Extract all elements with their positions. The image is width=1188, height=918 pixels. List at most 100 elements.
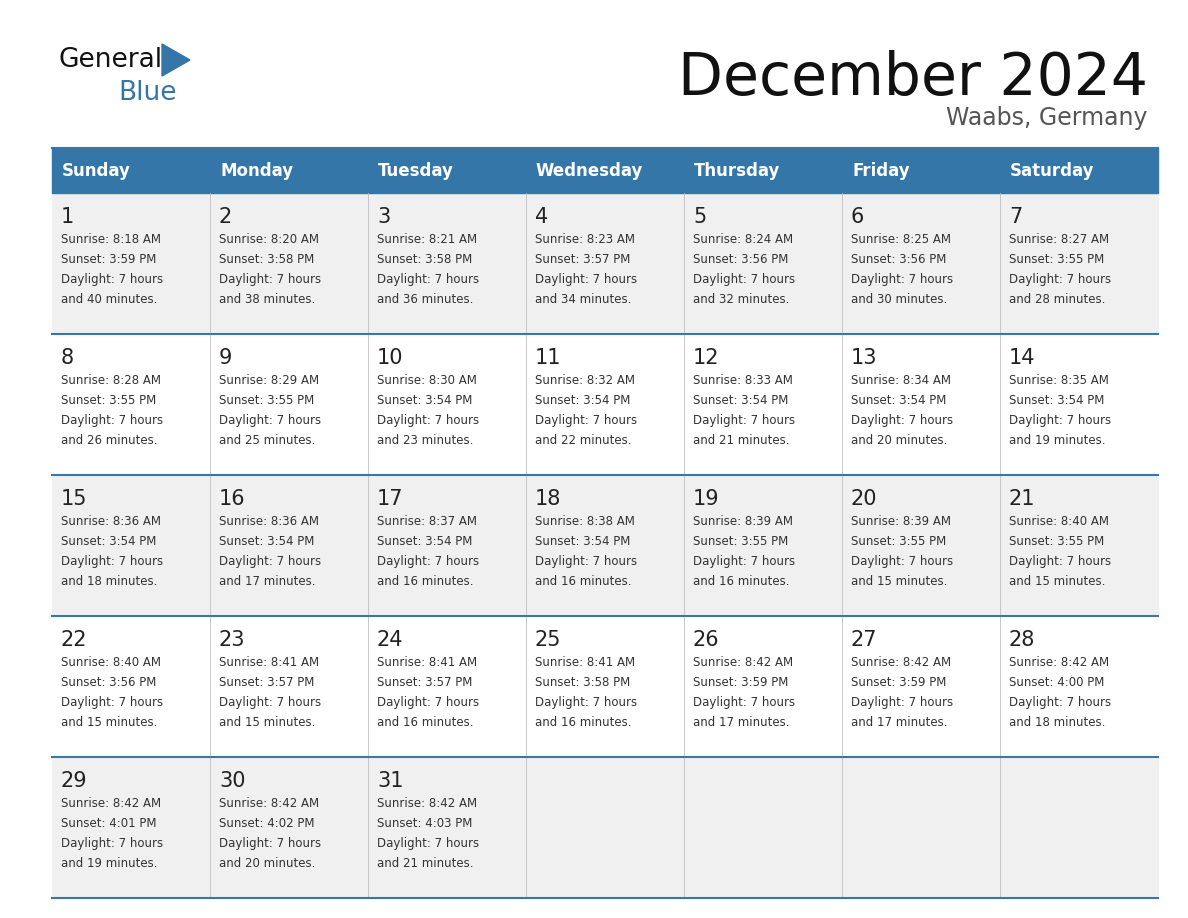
Text: Sunset: 4:01 PM: Sunset: 4:01 PM: [61, 817, 157, 830]
Text: Sunset: 3:55 PM: Sunset: 3:55 PM: [851, 535, 947, 548]
Text: Sunrise: 8:42 AM: Sunrise: 8:42 AM: [377, 797, 478, 810]
Text: Sunset: 3:56 PM: Sunset: 3:56 PM: [851, 253, 947, 266]
Text: Sunset: 3:54 PM: Sunset: 3:54 PM: [535, 535, 631, 548]
Text: Daylight: 7 hours: Daylight: 7 hours: [61, 273, 163, 286]
Text: Sunrise: 8:32 AM: Sunrise: 8:32 AM: [535, 374, 636, 387]
Text: Daylight: 7 hours: Daylight: 7 hours: [851, 414, 953, 427]
Text: Sunset: 3:54 PM: Sunset: 3:54 PM: [377, 394, 473, 407]
Text: 24: 24: [377, 630, 404, 650]
Text: 14: 14: [1009, 348, 1036, 368]
Text: Sunset: 4:00 PM: Sunset: 4:00 PM: [1009, 676, 1105, 689]
Text: Daylight: 7 hours: Daylight: 7 hours: [851, 555, 953, 568]
Text: and 18 minutes.: and 18 minutes.: [1009, 716, 1105, 729]
Text: Daylight: 7 hours: Daylight: 7 hours: [851, 696, 953, 709]
Bar: [52, 475, 1158, 616]
Text: Sunrise: 8:42 AM: Sunrise: 8:42 AM: [1009, 656, 1110, 669]
Text: Sunset: 3:55 PM: Sunset: 3:55 PM: [61, 394, 157, 407]
Text: Daylight: 7 hours: Daylight: 7 hours: [535, 555, 637, 568]
Text: 12: 12: [693, 348, 720, 368]
Text: and 40 minutes.: and 40 minutes.: [61, 293, 157, 306]
Text: 20: 20: [851, 489, 878, 509]
Text: 11: 11: [535, 348, 562, 368]
Text: and 19 minutes.: and 19 minutes.: [1009, 434, 1106, 447]
Text: Sunrise: 8:35 AM: Sunrise: 8:35 AM: [1009, 374, 1108, 387]
Bar: [52, 757, 1158, 898]
Text: Sunrise: 8:38 AM: Sunrise: 8:38 AM: [535, 515, 634, 528]
Text: Daylight: 7 hours: Daylight: 7 hours: [219, 837, 321, 850]
Text: Sunrise: 8:30 AM: Sunrise: 8:30 AM: [377, 374, 476, 387]
Text: Sunset: 3:54 PM: Sunset: 3:54 PM: [1009, 394, 1105, 407]
Text: Sunrise: 8:28 AM: Sunrise: 8:28 AM: [61, 374, 162, 387]
Text: Wednesday: Wednesday: [536, 162, 644, 180]
Text: Daylight: 7 hours: Daylight: 7 hours: [377, 837, 479, 850]
Text: Sunset: 4:02 PM: Sunset: 4:02 PM: [219, 817, 315, 830]
Text: and 17 minutes.: and 17 minutes.: [851, 716, 948, 729]
Text: Sunrise: 8:36 AM: Sunrise: 8:36 AM: [219, 515, 320, 528]
Text: and 32 minutes.: and 32 minutes.: [693, 293, 789, 306]
Text: General: General: [58, 47, 162, 73]
Text: 25: 25: [535, 630, 562, 650]
Text: Saturday: Saturday: [1010, 162, 1094, 180]
Bar: [52, 616, 1158, 757]
Text: 18: 18: [535, 489, 562, 509]
Text: Monday: Monday: [220, 162, 293, 180]
Text: Sunset: 3:56 PM: Sunset: 3:56 PM: [693, 253, 789, 266]
Text: Sunrise: 8:40 AM: Sunrise: 8:40 AM: [61, 656, 162, 669]
Text: Daylight: 7 hours: Daylight: 7 hours: [535, 273, 637, 286]
Text: Sunrise: 8:18 AM: Sunrise: 8:18 AM: [61, 233, 162, 246]
Text: Daylight: 7 hours: Daylight: 7 hours: [61, 555, 163, 568]
Text: and 30 minutes.: and 30 minutes.: [851, 293, 947, 306]
Text: Sunrise: 8:42 AM: Sunrise: 8:42 AM: [219, 797, 320, 810]
Text: 8: 8: [61, 348, 74, 368]
Text: 15: 15: [61, 489, 88, 509]
Text: Sunday: Sunday: [62, 162, 131, 180]
Text: Sunset: 3:55 PM: Sunset: 3:55 PM: [219, 394, 315, 407]
Text: and 17 minutes.: and 17 minutes.: [219, 575, 316, 588]
Text: Sunset: 3:55 PM: Sunset: 3:55 PM: [1009, 253, 1105, 266]
Text: Sunrise: 8:39 AM: Sunrise: 8:39 AM: [851, 515, 952, 528]
Text: Sunrise: 8:42 AM: Sunrise: 8:42 AM: [851, 656, 952, 669]
Text: Daylight: 7 hours: Daylight: 7 hours: [535, 696, 637, 709]
Text: Daylight: 7 hours: Daylight: 7 hours: [693, 696, 795, 709]
Text: 19: 19: [693, 489, 720, 509]
Text: Sunrise: 8:41 AM: Sunrise: 8:41 AM: [535, 656, 636, 669]
Text: and 16 minutes.: and 16 minutes.: [377, 575, 474, 588]
Text: Daylight: 7 hours: Daylight: 7 hours: [219, 414, 321, 427]
Bar: [52, 148, 1158, 193]
Text: 31: 31: [377, 771, 404, 791]
Text: Sunrise: 8:21 AM: Sunrise: 8:21 AM: [377, 233, 478, 246]
Text: Daylight: 7 hours: Daylight: 7 hours: [1009, 414, 1111, 427]
Text: Sunrise: 8:24 AM: Sunrise: 8:24 AM: [693, 233, 794, 246]
Text: Sunrise: 8:40 AM: Sunrise: 8:40 AM: [1009, 515, 1110, 528]
Text: Sunrise: 8:36 AM: Sunrise: 8:36 AM: [61, 515, 162, 528]
Text: Daylight: 7 hours: Daylight: 7 hours: [377, 414, 479, 427]
Text: and 20 minutes.: and 20 minutes.: [851, 434, 947, 447]
Text: Sunrise: 8:39 AM: Sunrise: 8:39 AM: [693, 515, 794, 528]
Text: Daylight: 7 hours: Daylight: 7 hours: [693, 273, 795, 286]
Text: and 15 minutes.: and 15 minutes.: [1009, 575, 1105, 588]
Text: Sunset: 3:58 PM: Sunset: 3:58 PM: [535, 676, 631, 689]
Text: Sunset: 3:58 PM: Sunset: 3:58 PM: [219, 253, 315, 266]
Text: 23: 23: [219, 630, 246, 650]
Text: Sunset: 3:57 PM: Sunset: 3:57 PM: [535, 253, 631, 266]
Text: 17: 17: [377, 489, 404, 509]
Text: Friday: Friday: [852, 162, 910, 180]
Bar: [52, 334, 1158, 475]
Text: and 25 minutes.: and 25 minutes.: [219, 434, 315, 447]
Text: Sunset: 3:59 PM: Sunset: 3:59 PM: [851, 676, 947, 689]
Text: 10: 10: [377, 348, 404, 368]
Text: Sunset: 3:59 PM: Sunset: 3:59 PM: [693, 676, 789, 689]
Text: Sunrise: 8:20 AM: Sunrise: 8:20 AM: [219, 233, 320, 246]
Text: and 36 minutes.: and 36 minutes.: [377, 293, 473, 306]
Text: Sunrise: 8:37 AM: Sunrise: 8:37 AM: [377, 515, 478, 528]
Text: 4: 4: [535, 207, 548, 227]
Text: Daylight: 7 hours: Daylight: 7 hours: [851, 273, 953, 286]
Text: and 16 minutes.: and 16 minutes.: [693, 575, 790, 588]
Text: Daylight: 7 hours: Daylight: 7 hours: [1009, 696, 1111, 709]
Text: and 18 minutes.: and 18 minutes.: [61, 575, 157, 588]
Text: and 22 minutes.: and 22 minutes.: [535, 434, 632, 447]
Text: and 17 minutes.: and 17 minutes.: [693, 716, 790, 729]
Text: 21: 21: [1009, 489, 1036, 509]
Text: Sunrise: 8:41 AM: Sunrise: 8:41 AM: [377, 656, 478, 669]
Text: Sunrise: 8:42 AM: Sunrise: 8:42 AM: [693, 656, 794, 669]
